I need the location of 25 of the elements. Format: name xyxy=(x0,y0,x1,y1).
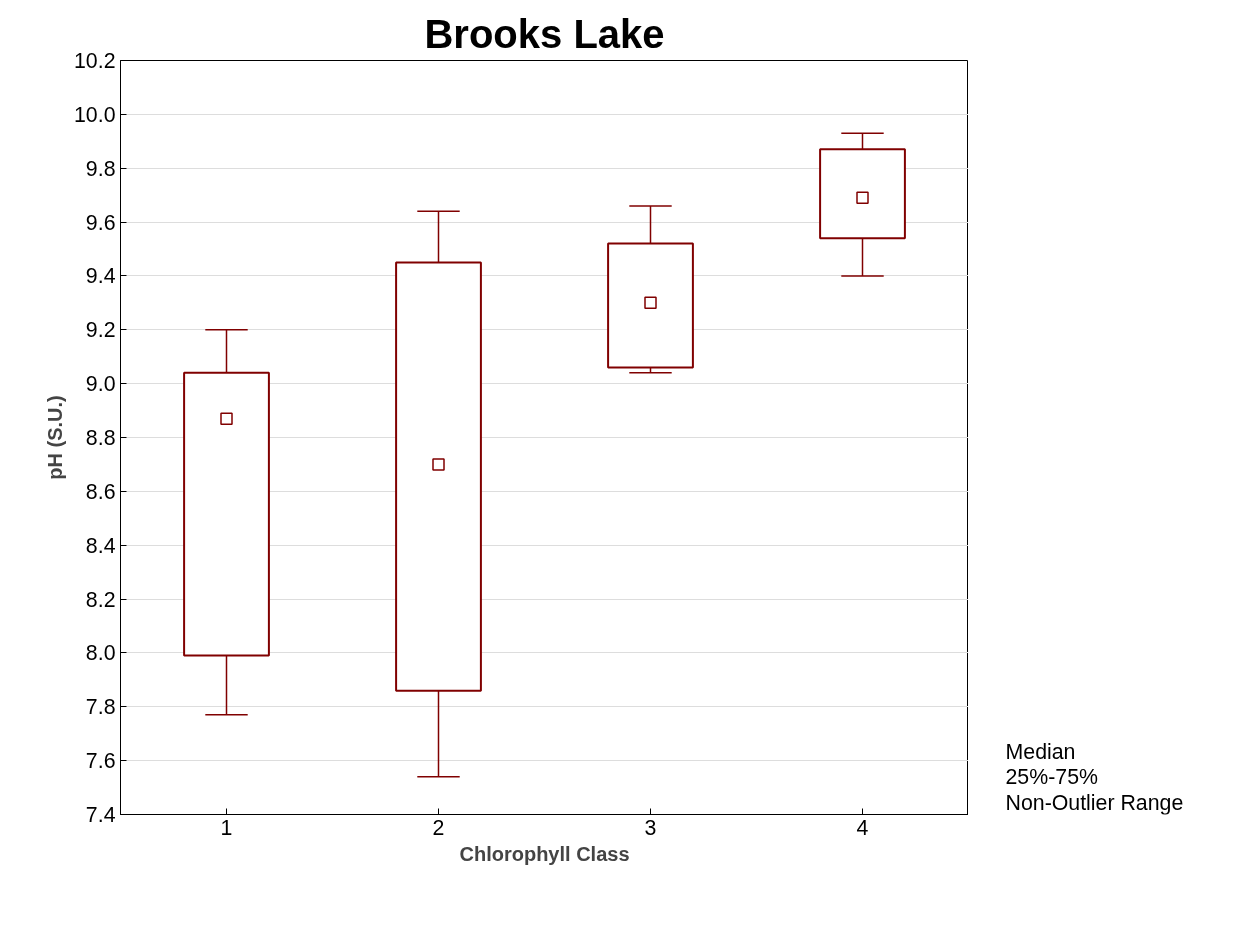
y-tick-label: 8.8 xyxy=(85,426,116,450)
y-axis-title: pH (S.U.) xyxy=(43,395,66,480)
y-tick-label: 9.6 xyxy=(85,210,116,235)
y-tick-label: 8.2 xyxy=(85,587,116,612)
text: 25%-75% xyxy=(1005,765,1099,790)
y-tick-label: 7.4 xyxy=(85,803,116,827)
y-tick-label: 7.8 xyxy=(85,695,116,720)
y-tick-label: 8.4 xyxy=(85,533,116,558)
y-tick-label: 10.2 xyxy=(73,49,116,73)
x-tick-label: 1 xyxy=(220,815,233,840)
y-tick-label: 10.0 xyxy=(73,102,116,127)
x-tick-label: 4 xyxy=(856,815,869,840)
text: Non-Outlier Range xyxy=(1005,790,1184,815)
y-tick-label: 7.6 xyxy=(85,749,116,774)
x-tick-label: 2 xyxy=(432,815,445,840)
y-tick-label: 8.6 xyxy=(85,479,116,504)
y-tick-label: 9.2 xyxy=(85,318,116,343)
y-tick-label: 9.4 xyxy=(85,264,116,289)
y-tick-label: 9.8 xyxy=(85,156,116,181)
y-tick-label: 9.0 xyxy=(85,372,116,397)
chart-title: Brooks Lake xyxy=(424,11,665,56)
x-tick-label: 3 xyxy=(644,815,657,840)
text: Median xyxy=(1005,740,1076,765)
y-tick-label: 8.0 xyxy=(85,641,116,666)
x-axis-title: Chlorophyll Class xyxy=(459,842,630,865)
